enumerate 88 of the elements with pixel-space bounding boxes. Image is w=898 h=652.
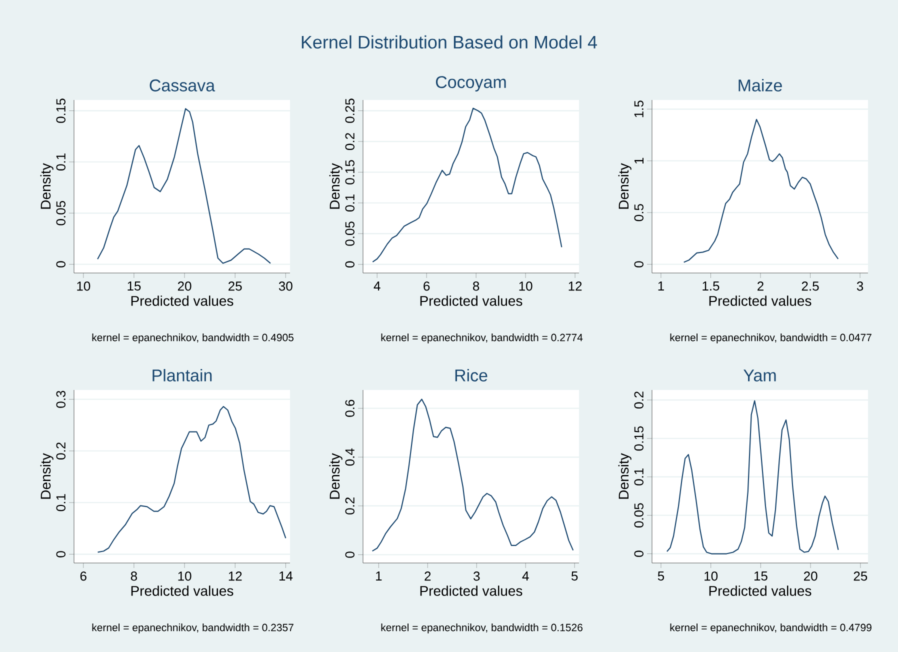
- y-tick-label: 0.2: [56, 442, 66, 460]
- y-tick-label: 0.3: [56, 390, 66, 408]
- line-series: [97, 406, 286, 553]
- y-axis-title: Density: [40, 163, 54, 209]
- chart-title: Plantain: [152, 368, 212, 382]
- text: kernel = epanechnikov, bandwidth = 0.4799: [670, 624, 872, 634]
- text: kernel = epanechnikov, bandwidth = 0.2774: [381, 334, 583, 344]
- x-tick-label: 2: [758, 282, 764, 291]
- y-tick-label: 0.1: [345, 194, 354, 212]
- line-series: [372, 398, 574, 552]
- x-tick-label: 12: [568, 282, 582, 291]
- x-tick-label: 15: [128, 282, 141, 291]
- x-axis-title: Predicted values: [131, 586, 234, 596]
- line-series: [372, 108, 562, 262]
- y-axis-title: Density: [329, 453, 342, 499]
- x-tick-label: 1.5: [702, 282, 720, 291]
- x-tick-label: 3: [474, 572, 480, 581]
- x-axis-title: Predicted values: [420, 586, 522, 596]
- x-tick-label: 2: [424, 572, 431, 581]
- x-tick-label: 10: [77, 282, 90, 291]
- y-tick-label: 0.05: [56, 201, 66, 226]
- y-tick-label: 0: [345, 261, 354, 268]
- y-tick-label: 0.5: [634, 204, 644, 222]
- y-tick-label: 0.4: [345, 448, 354, 466]
- y-tick-label: 0.05: [345, 222, 354, 246]
- y-tick-label: 0.25: [345, 98, 354, 123]
- x-tick-label: 14: [279, 572, 293, 580]
- x-tick-label: 12: [228, 572, 242, 581]
- y-tick-label: 0.1: [56, 494, 66, 512]
- y-tick-label: 0.1: [56, 154, 66, 170]
- x-tick-label: 6: [80, 572, 86, 581]
- x-tick-label: 3: [856, 282, 864, 291]
- text: kernel = epanechnikov, bandwidth = 0.0477: [670, 334, 872, 344]
- y-axis-title: Density: [618, 453, 632, 499]
- x-axis-title: Predicted values: [420, 296, 522, 306]
- y-tick-label: 0.2: [634, 392, 644, 409]
- chart-title: Rice: [455, 368, 488, 382]
- y-tick-label: 0.15: [345, 160, 354, 184]
- x-tick-label: 8: [473, 282, 480, 291]
- x-tick-label: 8: [130, 572, 137, 581]
- line-series: [683, 118, 839, 263]
- y-tick-label: 0: [634, 261, 644, 268]
- x-tick-label: 1: [658, 282, 664, 290]
- x-tick-label: 10: [178, 572, 192, 581]
- chart-title: Maize: [738, 78, 782, 92]
- line-series: [97, 108, 272, 264]
- x-tick-label: 2.5: [802, 282, 819, 291]
- x-axis-title: Predicted values: [131, 296, 234, 306]
- chart-title: Yam: [744, 370, 776, 382]
- x-tick-label: 20: [804, 572, 818, 581]
- x-tick-label: 1: [376, 572, 382, 580]
- text: kernel = epanechnikov, bandwidth = 0.2357: [92, 624, 294, 634]
- x-tick-label: 30: [278, 282, 292, 291]
- x-tick-label: 5: [571, 572, 578, 581]
- x-tick-label: 6: [424, 282, 430, 291]
- x-tick-label: 10: [704, 572, 718, 581]
- y-tick-label: 1: [634, 158, 644, 164]
- x-tick-label: 5: [658, 572, 664, 581]
- y-tick-label: 1.5: [634, 100, 644, 118]
- x-tick-label: 4: [374, 282, 380, 290]
- x-axis-title: Predicted values: [709, 296, 812, 306]
- chart-title: Cocoyam: [436, 76, 506, 92]
- x-tick-label: 4: [522, 572, 529, 580]
- y-tick-label: 0: [56, 261, 66, 268]
- chart-title: Cassava: [150, 79, 216, 92]
- x-tick-label: 25: [228, 282, 242, 291]
- text: kernel = epanechnikov, bandwidth = 0.4905: [92, 334, 294, 344]
- y-axis-title: Density: [329, 163, 342, 209]
- x-axis-title: Predicted values: [709, 586, 812, 596]
- text: Kernel Distribution Based on Model 4: [302, 35, 598, 49]
- y-tick-label: 0: [345, 552, 354, 558]
- y-axis-title: Density: [618, 163, 632, 209]
- y-tick-label: 0.15: [56, 98, 66, 123]
- y-tick-label: 0.2: [345, 498, 354, 514]
- x-tick-label: 15: [754, 572, 768, 581]
- y-tick-label: 0.1: [634, 468, 644, 486]
- line-series: [666, 400, 839, 554]
- y-tick-label: 0: [56, 551, 66, 558]
- x-tick-label: 20: [178, 282, 192, 291]
- x-tick-label: 25: [854, 572, 868, 581]
- y-tick-label: 0: [634, 550, 644, 557]
- y-tick-label: 0.6: [345, 400, 354, 417]
- x-tick-label: 10: [519, 282, 532, 291]
- y-tick-label: 0.15: [634, 426, 644, 451]
- text: kernel = epanechnikov, bandwidth = 0.1526: [381, 624, 582, 634]
- y-axis-title: Density: [40, 453, 54, 499]
- y-tick-label: 0.2: [345, 133, 354, 150]
- y-tick-label: 0.05: [634, 503, 644, 528]
